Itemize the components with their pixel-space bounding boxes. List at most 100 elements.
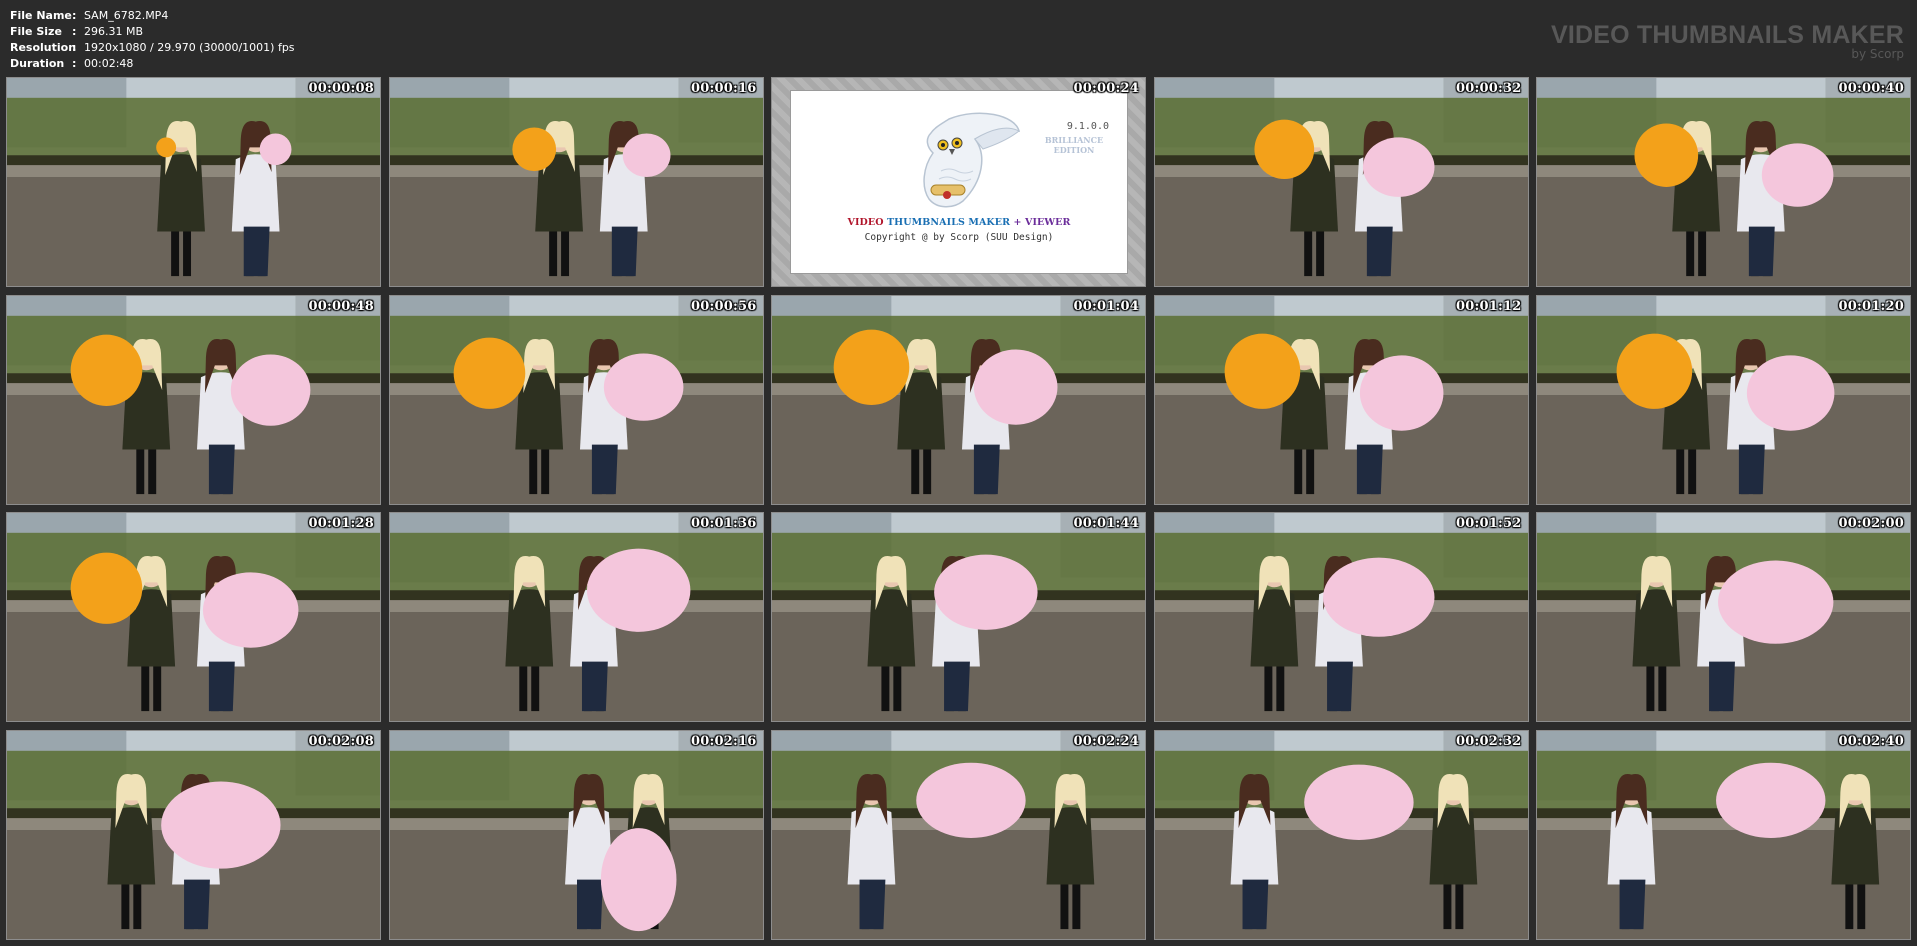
video-thumbnail[interactable]: 00:02:24 bbox=[771, 729, 1146, 940]
orange-balloon bbox=[70, 334, 143, 406]
resolution-label: Resolution bbox=[10, 41, 77, 54]
timestamp: 00:02:00 bbox=[1838, 516, 1904, 531]
person-blonde bbox=[1429, 773, 1477, 929]
video-thumbnail[interactable]: 00:01:04 bbox=[771, 294, 1146, 505]
video-thumbnail[interactable]: 00:01:44 bbox=[771, 512, 1146, 722]
timestamp: 00:02:40 bbox=[1838, 733, 1904, 749]
video-frame bbox=[772, 295, 1145, 504]
pink-balloon bbox=[1303, 764, 1414, 840]
video-thumbnail[interactable]: 00:01:12 bbox=[1153, 294, 1529, 505]
pink-balloon bbox=[1746, 354, 1835, 431]
pink-balloon bbox=[1362, 137, 1435, 197]
pink-balloon bbox=[600, 827, 676, 931]
brand-title: VIDEO THUMBNAILS MAKER bbox=[1550, 21, 1904, 49]
timestamp: 00:02:24 bbox=[1073, 733, 1139, 749]
video-thumbnail[interactable]: 00:02:08 bbox=[6, 729, 381, 940]
person-brunette bbox=[1230, 773, 1278, 929]
video-thumbnail[interactable]: 00:00:08 bbox=[6, 77, 381, 287]
pink-balloon bbox=[1322, 557, 1435, 637]
person-blonde bbox=[157, 120, 205, 277]
video-frame bbox=[1537, 295, 1910, 504]
video-frame bbox=[1154, 78, 1528, 286]
timestamp: 00:01:20 bbox=[1838, 298, 1904, 314]
video-thumbnail[interactable]: 00:02:00 bbox=[1536, 512, 1911, 722]
pink-balloon bbox=[230, 353, 311, 426]
orange-balloon bbox=[70, 552, 143, 624]
video-thumbnail[interactable]: 00:00:56 bbox=[388, 294, 764, 505]
video-frame bbox=[1537, 513, 1910, 721]
video-thumbnail[interactable]: 00:01:52 bbox=[1153, 512, 1529, 722]
timestamp: 00:02:08 bbox=[308, 733, 374, 749]
thumbnail-grid: 00:00:08 00:00:16 9.1.0.0 BRILLIANCE EDIT… bbox=[6, 77, 1911, 941]
brand-subtitle: by Scorp bbox=[1851, 47, 1904, 61]
duration-label: Duration bbox=[10, 57, 65, 70]
person-blonde bbox=[127, 555, 176, 712]
video-thumbnail[interactable]: 00:00:40 bbox=[1536, 77, 1911, 287]
timestamp: 00:01:52 bbox=[1456, 516, 1522, 531]
resolution-value: 1920x1080 / 29.970 (30000/1001) fps bbox=[84, 41, 295, 54]
owl-logo-icon bbox=[923, 112, 1021, 208]
video-thumbnail[interactable]: 9.1.0.0 BRILLIANCE EDITION VIDEO THUMBNA… bbox=[771, 77, 1146, 287]
pink-balloon bbox=[916, 762, 1026, 838]
timestamp: 00:02:16 bbox=[691, 733, 757, 749]
product-part3: + bbox=[1010, 217, 1025, 228]
video-thumbnail[interactable]: 00:01:20 bbox=[1536, 294, 1911, 505]
person-blonde bbox=[1249, 555, 1298, 712]
video-thumbnail[interactable]: 00:02:16 bbox=[388, 729, 764, 940]
person-brunette bbox=[1607, 773, 1656, 929]
video-frame bbox=[1154, 730, 1528, 939]
timestamp: 00:00:32 bbox=[1456, 81, 1522, 96]
person-brunette bbox=[231, 120, 280, 277]
video-thumbnail[interactable]: 00:01:36 bbox=[388, 512, 764, 722]
pink-balloon bbox=[603, 352, 683, 421]
separator: : bbox=[72, 25, 77, 38]
timestamp: 00:02:32 bbox=[1456, 733, 1522, 749]
video-frame bbox=[1154, 295, 1528, 504]
timestamp: 00:00:08 bbox=[308, 81, 374, 96]
person-blonde bbox=[1046, 773, 1095, 929]
pink-balloon bbox=[622, 133, 670, 178]
video-frame bbox=[7, 295, 380, 504]
person-blonde bbox=[897, 338, 946, 494]
timestamp: 00:00:24 bbox=[1073, 81, 1139, 96]
timestamp: 00:01:04 bbox=[1073, 298, 1139, 314]
pink-balloon bbox=[1761, 143, 1834, 207]
video-frame bbox=[7, 78, 380, 286]
video-thumbnail[interactable]: 00:02:40 bbox=[1536, 729, 1911, 940]
splash-copyright: Copyright @ by Scorp (SUU Design) bbox=[864, 232, 1054, 243]
file-name-value: SAM_6782.MP4 bbox=[84, 9, 169, 22]
person-blonde bbox=[107, 773, 156, 929]
video-thumbnail[interactable]: 00:02:32 bbox=[1153, 729, 1529, 940]
person-brunette bbox=[847, 773, 896, 929]
orange-balloon bbox=[1224, 333, 1300, 409]
orange-balloon bbox=[156, 137, 177, 158]
file-name-row: File Name : SAM_6782.MP4 bbox=[10, 8, 295, 24]
video-thumbnail[interactable]: 00:00:32 bbox=[1153, 77, 1529, 287]
orange-balloon bbox=[1616, 333, 1693, 409]
duration-row: Duration : 00:02:48 bbox=[10, 56, 295, 72]
orange-balloon bbox=[1253, 119, 1314, 180]
pink-balloon bbox=[1716, 762, 1826, 838]
video-thumbnail[interactable]: 00:00:48 bbox=[6, 294, 381, 505]
video-thumbnail[interactable]: 00:00:16 bbox=[388, 77, 764, 287]
file-size-label: File Size bbox=[10, 25, 62, 38]
orange-balloon bbox=[511, 127, 556, 172]
person-blonde bbox=[534, 120, 583, 277]
splash-screen: 9.1.0.0 BRILLIANCE EDITION VIDEO THUMBNA… bbox=[790, 90, 1128, 274]
product-part2: THUMBNAILS MAKER bbox=[887, 217, 1011, 228]
pink-balloon bbox=[586, 548, 690, 632]
video-frame bbox=[772, 730, 1145, 939]
pink-balloon bbox=[973, 348, 1058, 425]
person-blonde bbox=[514, 338, 563, 494]
pink-balloon bbox=[1718, 560, 1834, 644]
person-blonde bbox=[504, 555, 553, 712]
timestamp: 00:00:40 bbox=[1838, 81, 1904, 96]
resolution-row: Resolution : 1920x1080 / 29.970 (30000/1… bbox=[10, 40, 295, 56]
separator: : bbox=[72, 41, 77, 54]
video-frame bbox=[1537, 78, 1910, 286]
duration-value: 00:02:48 bbox=[84, 57, 134, 70]
pink-balloon bbox=[1359, 354, 1443, 431]
product-part1: VIDEO bbox=[847, 217, 888, 228]
video-thumbnail[interactable]: 00:01:28 bbox=[6, 512, 381, 722]
